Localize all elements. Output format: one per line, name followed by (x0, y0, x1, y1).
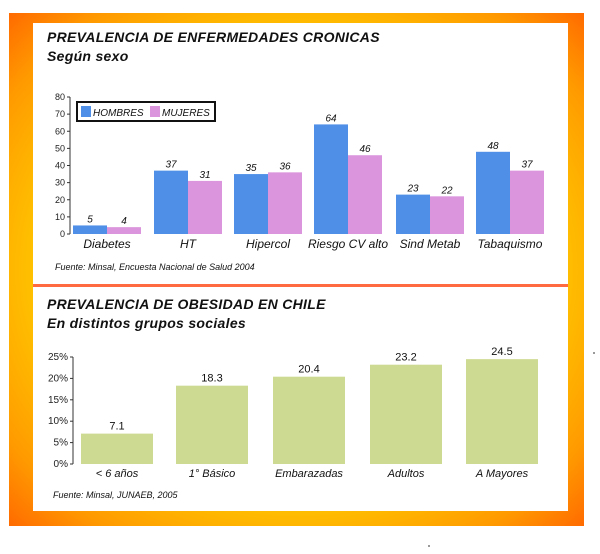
data-label: 64 (325, 113, 337, 124)
bar-mujeres (268, 172, 302, 234)
y-tick-label: 10 (55, 212, 65, 222)
data-label: 4 (121, 216, 127, 227)
bar-mujeres (430, 196, 464, 234)
bar-obesity (81, 433, 153, 464)
y-tick-label: 60 (55, 126, 65, 136)
chart2-subtitle: En distintos grupos sociales (47, 315, 246, 331)
bar-mujeres (107, 227, 141, 234)
chart1-subtitle: Según sexo (47, 48, 129, 64)
data-label: 18.3 (201, 373, 222, 385)
category-label: A Mayores (475, 468, 529, 480)
data-label: 36 (279, 161, 291, 172)
chart2-source: Fuente: Minsal, JUNAEB, 2005 (53, 490, 178, 500)
data-label: 37 (165, 160, 177, 171)
legend-label-hombres: HOMBRES (93, 108, 144, 119)
y-tick-label: 10% (48, 416, 68, 427)
obesity-chart: 0% 5% 10% 15% 20% 25% 7.1 < 6 años 18.3 1° Básico… (48, 347, 538, 480)
y-tick-label: 80 (55, 92, 65, 102)
y-tick-label: 15% (48, 395, 68, 406)
y-tick-label: 30 (55, 178, 65, 188)
y-tick-label: 0 (60, 229, 65, 239)
data-label: 31 (199, 170, 210, 181)
bar-hombres (154, 170, 188, 234)
legend-swatch-hombres (81, 106, 91, 117)
chart-panel: PREVALENCIA DE ENFERMEDADES CRONICAS Seg… (33, 23, 568, 511)
y-tick-label: 5% (54, 438, 69, 449)
category-label: Hipercol (246, 237, 290, 251)
category-label: Adultos (387, 468, 425, 480)
section-divider (33, 284, 568, 287)
bar-obesity (370, 364, 442, 464)
y-tick-label: 50 (55, 143, 65, 153)
y-tick-label: 25% (48, 352, 68, 363)
bar-obesity (176, 385, 248, 464)
y-tick-label: 70 (55, 109, 65, 119)
stray-pixel (593, 352, 595, 354)
data-label: 46 (359, 144, 371, 155)
bar-hombres (314, 124, 348, 234)
bar-hombres (396, 194, 430, 234)
bar-mujeres (510, 170, 544, 234)
data-label: 20.4 (298, 364, 319, 376)
category-label: 1° Básico (189, 468, 236, 480)
bar-hombres (476, 151, 510, 234)
chart1-title: PREVALENCIA DE ENFERMEDADES CRONICAS (47, 29, 380, 45)
chart2-title: PREVALENCIA DE OBESIDAD EN CHILE (47, 296, 326, 312)
bar-hombres (234, 174, 268, 234)
data-label: 22 (440, 185, 453, 196)
category-label: Diabetes (83, 237, 130, 251)
stray-pixel (428, 545, 430, 547)
data-label: 24.5 (491, 347, 512, 358)
legend-box (76, 101, 216, 122)
bar-hombres (73, 225, 107, 234)
chronic-disease-chart: 0 10 20 30 40 50 60 70 80 5 4 Diabetes 37 31 HT 35 36 Hip… (55, 92, 544, 251)
data-label: 48 (487, 141, 499, 152)
chart1-source: Fuente: Minsal, Encuesta Nacional de Sal… (55, 262, 255, 272)
data-label: 23.2 (395, 352, 416, 364)
data-label: 35 (245, 163, 257, 174)
category-label: Embarazadas (275, 468, 343, 480)
legend-swatch-mujeres (150, 106, 160, 117)
legend: HOMBRES MUJERES (76, 101, 216, 122)
y-tick-label: 40 (55, 161, 65, 171)
data-label: 23 (406, 184, 419, 195)
category-label: < 6 años (96, 468, 139, 480)
data-label: 5 (87, 214, 93, 225)
y-tick-label: 20 (55, 195, 65, 205)
bar-obesity (466, 359, 538, 464)
category-label: HT (180, 237, 198, 251)
y-tick-label: 20% (48, 373, 68, 384)
legend-label-mujeres: MUJERES (162, 108, 210, 119)
bar-mujeres (348, 155, 382, 234)
category-label: Tabaquismo (478, 237, 543, 251)
bar-mujeres (188, 180, 222, 234)
category-label: Sind Metab (400, 237, 461, 251)
data-label: 7.1 (109, 421, 124, 433)
y-tick-label: 0% (54, 459, 69, 470)
category-label: Riesgo CV alto (308, 237, 388, 251)
data-label: 37 (521, 160, 533, 171)
bar-obesity (273, 376, 345, 464)
